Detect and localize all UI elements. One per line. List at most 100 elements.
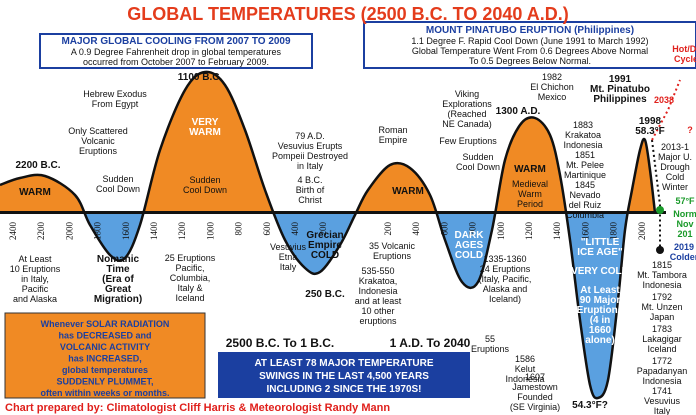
label-line: Cool Down (456, 162, 500, 172)
label: Nomanic Time (Era of Great Migration) (94, 254, 142, 305)
label-line: 1883 (573, 120, 593, 130)
label-line: has INCREASED, (68, 354, 142, 364)
label-line: Medieval (512, 179, 548, 189)
label-line: DARK (455, 230, 485, 241)
label-line: del Ruiz (569, 200, 602, 210)
label-line: WARM (189, 127, 221, 138)
label-line: (Reached (447, 109, 486, 119)
colder-dot (656, 246, 664, 254)
label: 1883 Krakatoa Indonesia (563, 120, 602, 150)
axis-label: 200 (383, 222, 393, 236)
label-line: At Least (580, 285, 620, 296)
label: Vesuvius Etna Italy (270, 242, 307, 272)
label: ? (687, 125, 693, 135)
label-line: NE Canada) (442, 119, 492, 129)
label: 1815 Mt. Tambora Indonesia (637, 260, 687, 290)
label-line: WARM (514, 164, 546, 175)
temperature-curve (0, 70, 657, 400)
era-label: 1 A.D. To 2040 (390, 336, 471, 350)
label: Medieval Warm Period (512, 179, 548, 209)
label-line: Iceland (647, 344, 676, 354)
axis-label: 800 (468, 222, 478, 236)
label-line: COLD (311, 250, 339, 261)
label: "LITTLE ICE AGE" (577, 237, 623, 258)
label-line: Migration) (94, 294, 142, 305)
label-line: Eruptions (577, 305, 624, 316)
label-line: 1783 (652, 324, 672, 334)
label-line: Eruptions (373, 251, 412, 261)
label-line: Great (105, 284, 132, 295)
label-line: SUDDENLY PLUMMET, (56, 377, 153, 387)
label-line: 24 Eruptions (480, 264, 531, 274)
label-line: 2038 (654, 95, 674, 105)
label: A 0.9 Degree Fahrenheit drop in global t… (71, 47, 282, 67)
label-line: To 0.5 Degrees Below Normal. (469, 56, 591, 66)
label-line: WARM (19, 187, 51, 198)
label-line: VERY COLD (571, 266, 629, 277)
label-line: Christ (298, 195, 322, 205)
label-line: AT LEAST 78 MAJOR TEMPERATURE (254, 358, 433, 369)
label: VERY WARM (189, 117, 221, 138)
label-line: 1851 (575, 150, 595, 160)
label: 1300 A.D. (496, 106, 541, 117)
label-line: Japan (650, 312, 675, 322)
label-line: El Chichon (530, 82, 574, 92)
label: 1.1 Degree F. Rapid Cool Down (June 1991… (411, 36, 648, 66)
label-line: Vesuvius (644, 396, 681, 406)
label: Grecian Empire COLD (306, 230, 343, 261)
label: 1851 Mt. Pelee Martinique 1845 Nevado del Rui… (564, 150, 606, 220)
label-line: 1300 A.D. (496, 106, 541, 117)
label: 2013-1 Major U. Drough Cold Winter (658, 142, 692, 192)
label: 1783 Lakagigar Iceland (642, 324, 682, 354)
label-line: Birth of (296, 185, 325, 195)
label-line: 25 Eruptions (165, 253, 216, 263)
label-line: Jamestown (512, 382, 558, 392)
label-line: AGES (455, 240, 484, 251)
era-label: 2500 B.C. To 1 B.C. (226, 336, 334, 350)
label-line: Vesuvius Erupts (278, 141, 343, 151)
axis-label: 2200 (36, 222, 46, 241)
label-line: Alaska and (483, 284, 528, 294)
label: WARM (19, 187, 51, 198)
label: 1991 Mt. Pinatubo Philippines (590, 74, 650, 105)
axis-label: 600 (439, 222, 449, 236)
label-line: 10 Eruptions (10, 264, 61, 274)
label: 4 B.C. Birth of Christ (296, 175, 325, 205)
label-line: Lakagigar (642, 334, 682, 344)
label: 25 Eruptions Pacific, Columbia, Italy & Icel… (165, 253, 216, 303)
axis-label: 600 (262, 222, 272, 236)
label-line: 1792 (652, 292, 672, 302)
label-line: Founded (517, 392, 553, 402)
label-line: 1991 (609, 74, 632, 85)
label-line: in Italy, (21, 274, 49, 284)
label-line: Indonesia (358, 286, 397, 296)
axis-label: 400 (411, 222, 421, 236)
label: Only Scattered Volcanic Eruptions (68, 126, 128, 156)
label: Hot/DrCycle (672, 44, 696, 64)
label-line: Major U. (658, 152, 692, 162)
label-line: 4 B.C. (297, 175, 322, 185)
label: 55 Eruptions (471, 334, 510, 354)
label-line: 535-550 (361, 266, 394, 276)
label-line: 55 (485, 334, 495, 344)
label: At Least 10 Eruptions in Italy, Pacific and … (10, 254, 61, 304)
title: GLOBAL TEMPERATURES (2500 B.C. TO 2040 A… (127, 4, 568, 24)
label-line: Empire (308, 240, 342, 251)
axis-label: 2000 (637, 222, 647, 241)
swings-box (218, 352, 470, 398)
label-line: Columbia, (170, 273, 211, 283)
label: 2038 (654, 95, 674, 105)
axis-label: 1800 (609, 222, 619, 241)
label-line: Papadanyan (637, 366, 688, 376)
label-line: 58.3°F (635, 126, 665, 137)
label-line: Whenever SOLAR RADIATION (41, 319, 170, 329)
label-line: Martinique (564, 170, 606, 180)
warm-area (0, 71, 655, 213)
label-line: Roman (378, 125, 407, 135)
label: At Least 90 Major Eruptions (4 in 1660 alone) (577, 285, 624, 346)
label: 35 Volcanic Eruptions (369, 241, 416, 261)
label-line: 90 Major (580, 295, 621, 306)
label: 54.3°F? (572, 400, 608, 411)
axis-label: 1600 (580, 222, 590, 241)
label-line: Pacific (22, 284, 49, 294)
